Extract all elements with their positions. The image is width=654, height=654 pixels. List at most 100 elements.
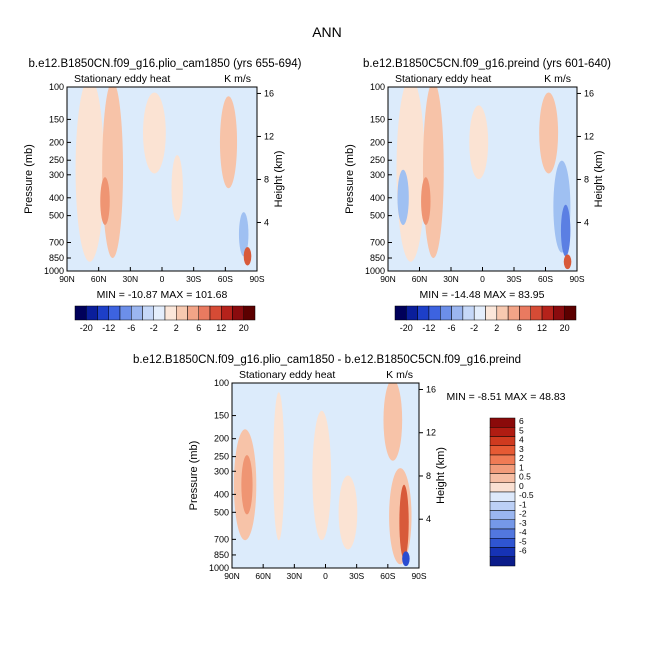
colorbar-label: 2 [494,323,499,333]
y-tick-label: 850 [49,253,64,263]
y-tick-label: 100 [49,82,64,92]
x-tick-label: 60S [538,274,553,284]
x-tick-label: 90S [411,571,426,581]
colorbar-label: 6 [517,323,522,333]
x-tick-label: 0 [480,274,485,284]
colorbar-swatch [564,305,577,321]
contour-region [421,177,431,225]
contour-region [539,92,559,174]
colorbar-swatch [131,305,143,321]
x-tick-label: 90N [224,571,240,581]
colorbar-label: -6 [519,546,527,556]
contour-region [563,254,572,270]
height-tick-label: 12 [584,131,594,141]
height-tick-label: 8 [584,174,589,184]
height-tick-label: 4 [584,217,589,227]
colorbar-swatch [496,305,509,321]
colorbar-label: 5 [519,425,524,435]
contour-region [560,204,571,257]
x-tick-label: 30S [186,274,201,284]
panel-units: K m/s [386,369,413,381]
colorbar-label: -0.5 [519,490,534,500]
contour-region [469,105,489,179]
contour-region [243,247,252,266]
y-tick-label: 300 [49,170,64,180]
colorbar-swatch [462,305,475,321]
colorbar-swatch [153,305,166,321]
colorbar-label: -2 [150,323,158,333]
y-axis-label: Pressure (mb) [344,144,356,214]
contour-region [422,87,444,259]
y-axis-label: Pressure (mb) [188,441,200,511]
panel-subtitle: Stationary eddy heat [395,73,491,85]
contour-region [143,92,166,174]
colorbar-swatch [489,427,516,437]
x-tick-label: 90N [380,274,396,284]
colorbar-swatch [86,305,98,321]
y-tick-label: 250 [214,452,229,462]
y-tick-label: 500 [370,211,385,221]
colorbar-label: 12 [216,323,226,333]
main-title: ANN [312,24,342,40]
colorbar-swatch [553,305,565,321]
panel-title: b.e12.B1850CN.f09_g16.plio_cam1850 (yrs … [29,58,302,70]
colorbar-swatch [541,305,554,321]
contour-region [75,87,105,262]
height-axis-label: Height (km) [435,447,447,504]
colorbar-0: -20 -12 -6 -2 2 6 12 20 [74,305,256,333]
colorbar-swatch [489,528,516,539]
y-tick-label: 250 [49,155,64,165]
colorbar-label: 20 [560,323,570,333]
colorbar-swatch [187,305,199,321]
height-tick-label: 16 [426,384,436,394]
colorbar-swatch [209,305,222,321]
colorbar-label: 1 [519,462,524,472]
colorbar-label: -12 [102,323,115,333]
colorbar-swatch [243,305,256,321]
height-tick-label: 4 [264,217,269,227]
panel-subtitle: Stationary eddy heat [74,73,170,85]
y-tick-label: 850 [370,253,385,263]
contour-region [396,87,425,262]
colorbar-swatch [119,305,132,321]
y-tick-label: 400 [214,489,229,499]
colorbar-swatch [176,305,188,321]
height-tick-label: 8 [264,174,269,184]
y-tick-label: 150 [214,411,229,421]
colorbar-swatch [164,305,177,321]
colorbar-swatch [142,305,154,321]
colorbar-label: 12 [537,323,547,333]
colorbar-label: 3 [519,444,524,454]
contour-region [171,155,183,222]
contour-panel-0: b.e12.B1850CN.f09_g16.plio_cam1850 (yrs … [23,58,302,284]
colorbar-swatch [406,305,418,321]
y-tick-label: 500 [49,211,64,221]
x-tick-label: 30S [349,571,364,581]
colorbar-swatch [489,454,516,465]
y-tick-label: 250 [370,155,385,165]
colorbar-swatch [97,305,109,321]
contour-region [402,551,410,567]
colorbar-label: 4 [519,435,524,445]
colorbar-label: -6 [448,323,456,333]
height-tick-label: 8 [426,471,431,481]
y-tick-label: 700 [49,237,64,247]
colorbar-label: -6 [127,323,135,333]
height-axis-label: Height (km) [593,151,605,208]
y-tick-label: 850 [214,550,229,560]
height-tick-label: 12 [264,131,274,141]
y-tick-label: 400 [370,193,385,203]
y-tick-label: 500 [214,507,229,517]
colorbar-label: -20 [400,323,413,333]
contour-region [312,410,332,541]
contour-region [338,475,358,550]
y-tick-label: 200 [49,137,64,147]
colorbar-label: 2 [174,323,179,333]
panel-units: K m/s [224,73,251,85]
colorbar-swatch [198,305,211,321]
colorbar-swatch [473,305,486,321]
x-tick-label: 60N [91,274,107,284]
colorbar-swatch [489,501,516,511]
y-axis-label: Pressure (mb) [23,144,35,214]
